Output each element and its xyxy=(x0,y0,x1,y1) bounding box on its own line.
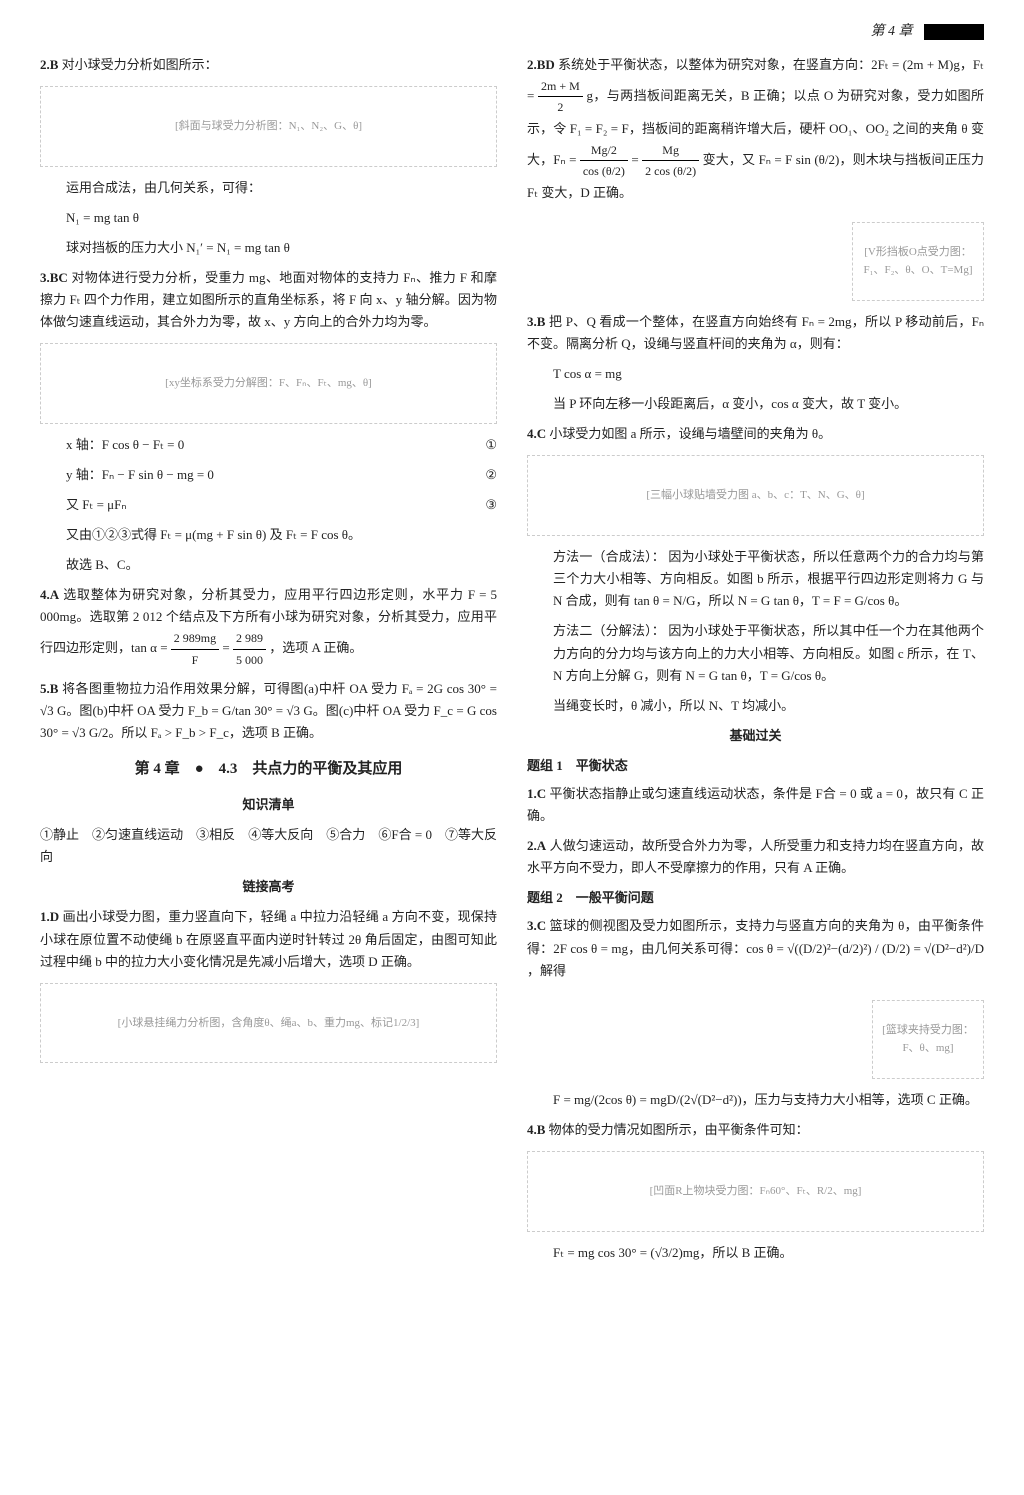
knowledge-text: ①静止 ②匀速直线运动 ③相反 ④等大反向 ⑤合力 ⑥F合 = 0 ⑦等大反向 xyxy=(40,824,497,868)
q4-label: 4.A xyxy=(40,587,59,602)
r-q4c-m2: 方法二（分解法）： 因为小球处于平衡状态，所以其中任一个力在其他两个力方向的分力… xyxy=(527,620,984,686)
q2-line2: N₁ = mg tan θ xyxy=(40,207,497,229)
basic-title: 基础过关 xyxy=(527,725,984,747)
r-q4c-label: 4.C xyxy=(527,426,546,441)
q3bc-block: 3.BC 对物体进行受力分析，受重力 mg、地面对物体的支持力 Fₙ、推力 F … xyxy=(40,267,497,333)
gaokao-q1-label: 1.D xyxy=(40,909,59,924)
left-column: 2.B 对小球受力分析如图所示： [斜面与球受力分析图：N₁、N₂、G、θ] 运… xyxy=(40,54,497,1272)
q5-text: 将各图重物拉力沿作用效果分解，可得图(a)中杆 OA 受力 Fₐ = 2G co… xyxy=(40,681,497,740)
right-column: 2.BD 系统处于平衡状态，以整体为研究对象，在竖直方向：2Fₜ = (2m +… xyxy=(527,54,984,1272)
gaokao-figure: [小球悬挂绳力分析图，含角度θ、绳a、b、重力mg、标记1/2/3] xyxy=(40,983,497,1064)
basic-q4-eq: Fₜ = mg cos 30° = (√3/2)mg，所以 B 正确。 xyxy=(527,1242,984,1264)
q4-frac1: 2 989mg F xyxy=(171,628,219,670)
group2-title: 题组 2 一般平衡问题 xyxy=(527,887,984,909)
r-q2-fx2frac: Mg 2 cos (θ/2) xyxy=(642,140,699,182)
r-q2-fxfrac: Mg/2 cos (θ/2) xyxy=(580,140,628,182)
q3-label: 3.BC xyxy=(40,270,68,285)
chapter-label: 第 4 章 xyxy=(871,24,913,39)
r-q2-frac: 2m + M 2 xyxy=(538,76,583,118)
basic-q2: 2.A 人做匀速运动，故所受合外力为零，人所受重力和支持力均在竖直方向，故水平方… xyxy=(527,835,984,879)
r-q3b-block: 3.B 把 P、Q 看成一个整体，在竖直方向始终有 Fₙ = 2mg，所以 P … xyxy=(527,311,984,355)
basic-q4-figure: [凹面R上物块受力图：Fₙ60°、Fₜ、R/2、mg] xyxy=(527,1151,984,1232)
q2-line3: 球对挡板的压力大小 N₁′ = N₁ = mg tan θ xyxy=(40,237,497,259)
q2-line1: 运用合成法，由几何关系，可得： xyxy=(40,177,497,199)
q3-eq3: 又 Fₜ = μFₙ ③ xyxy=(40,494,497,516)
r-q2-figure: [V形挡板O点受力图：F₁、F₂、θ、O、T=Mg] xyxy=(852,222,984,301)
r-q4c-figure: [三幅小球贴墙受力图 a、b、c：T、N、G、θ] xyxy=(527,455,984,536)
page-header: 第 4 章 xyxy=(40,20,984,44)
basic-q1: 1.C 平衡状态指静止或匀速直线运动状态，条件是 F合 = 0 或 a = 0，… xyxy=(527,783,984,827)
gaokao-q1: 1.D 画出小球受力图，重力竖直向下，轻绳 a 中拉力沿轻绳 a 方向不变，现保… xyxy=(40,906,497,972)
section-4-3-title: 第 4 章 ● 4.3 共点力的平衡及其应用 xyxy=(40,757,497,783)
r-q3-label: 3.B xyxy=(527,314,545,329)
gaokao-q1-text: 画出小球受力图，重力竖直向下，轻绳 a 中拉力沿轻绳 a 方向不变，现保持小球在… xyxy=(40,909,497,968)
r-q4c-block: 4.C 小球受力如图 a 所示，设绳与墙壁间的夹角为 θ。 xyxy=(527,423,984,445)
r-q3-eq: T cos α = mg xyxy=(527,363,984,385)
basic-q3-figure: [篮球夹持受力图：F、θ、mg] xyxy=(872,1000,984,1079)
q2b-block: 2.B 对小球受力分析如图所示： xyxy=(40,54,497,76)
q3-text: 对物体进行受力分析，受重力 mg、地面对物体的支持力 Fₙ、推力 F 和摩擦力 … xyxy=(40,270,497,329)
chapter-tab xyxy=(924,24,984,40)
q4-frac2: 2 989 5 000 xyxy=(233,628,266,670)
two-column-layout: 2.B 对小球受力分析如图所示： [斜面与球受力分析图：N₁、N₂、G、θ] 运… xyxy=(40,54,984,1272)
group1-title: 题组 1 平衡状态 xyxy=(527,755,984,777)
q2-figure: [斜面与球受力分析图：N₁、N₂、G、θ] xyxy=(40,86,497,167)
r-q4c-conclusion: 当绳变长时，θ 减小，所以 N、T 均减小。 xyxy=(527,695,984,717)
basic-q3-result: F = mg/(2cos θ) = mgD/(2√(D²−d²))，压力与支持力… xyxy=(527,1089,984,1111)
q4a-block: 4.A 选取整体为研究对象，分析其受力，应用平行四边形定则，水平力 F = 5 … xyxy=(40,584,497,670)
basic-q3: 3.C 篮球的侧视图及受力如图所示，支持力与竖直方向的夹角为 θ，由平衡条件得：… xyxy=(527,915,984,981)
r-q2-label: 2.BD xyxy=(527,57,555,72)
r-q2bd-block: 2.BD 系统处于平衡状态，以整体为研究对象，在竖直方向：2Fₜ = (2m +… xyxy=(527,54,984,204)
q3-line4: 又由①②③式得 Fₜ = μ(mg + F sin θ) 及 Fₜ = F co… xyxy=(40,524,497,546)
r-q3-text2: 当 P 环向左移一小段距离后，α 变小，cos α 变大，故 T 变小。 xyxy=(527,393,984,415)
q2-label: 2.B xyxy=(40,57,58,72)
q3-figure: [xy坐标系受力分解图：F、Fₙ、Fₜ、mg、θ] xyxy=(40,343,497,424)
q5-label: 5.B xyxy=(40,681,58,696)
q3-eq2: y 轴：Fₙ − F sin θ − mg = 0 ② xyxy=(40,464,497,486)
basic-q4: 4.B 物体的受力情况如图所示，由平衡条件可知： xyxy=(527,1119,984,1141)
q5b-block: 5.B 将各图重物拉力沿作用效果分解，可得图(a)中杆 OA 受力 Fₐ = 2… xyxy=(40,678,497,744)
r-q4c-m1: 方法一（合成法）： 因为小球处于平衡状态，所以任意两个力的合力均与第三个力大小相… xyxy=(527,546,984,612)
q2-intro: 对小球受力分析如图所示： xyxy=(62,57,218,72)
q3-eq1: x 轴：F cos θ − Fₜ = 0 ① xyxy=(40,434,497,456)
q3-line5: 故选 B、C。 xyxy=(40,554,497,576)
gaokao-title: 链接高考 xyxy=(40,876,497,898)
knowledge-title: 知识清单 xyxy=(40,794,497,816)
